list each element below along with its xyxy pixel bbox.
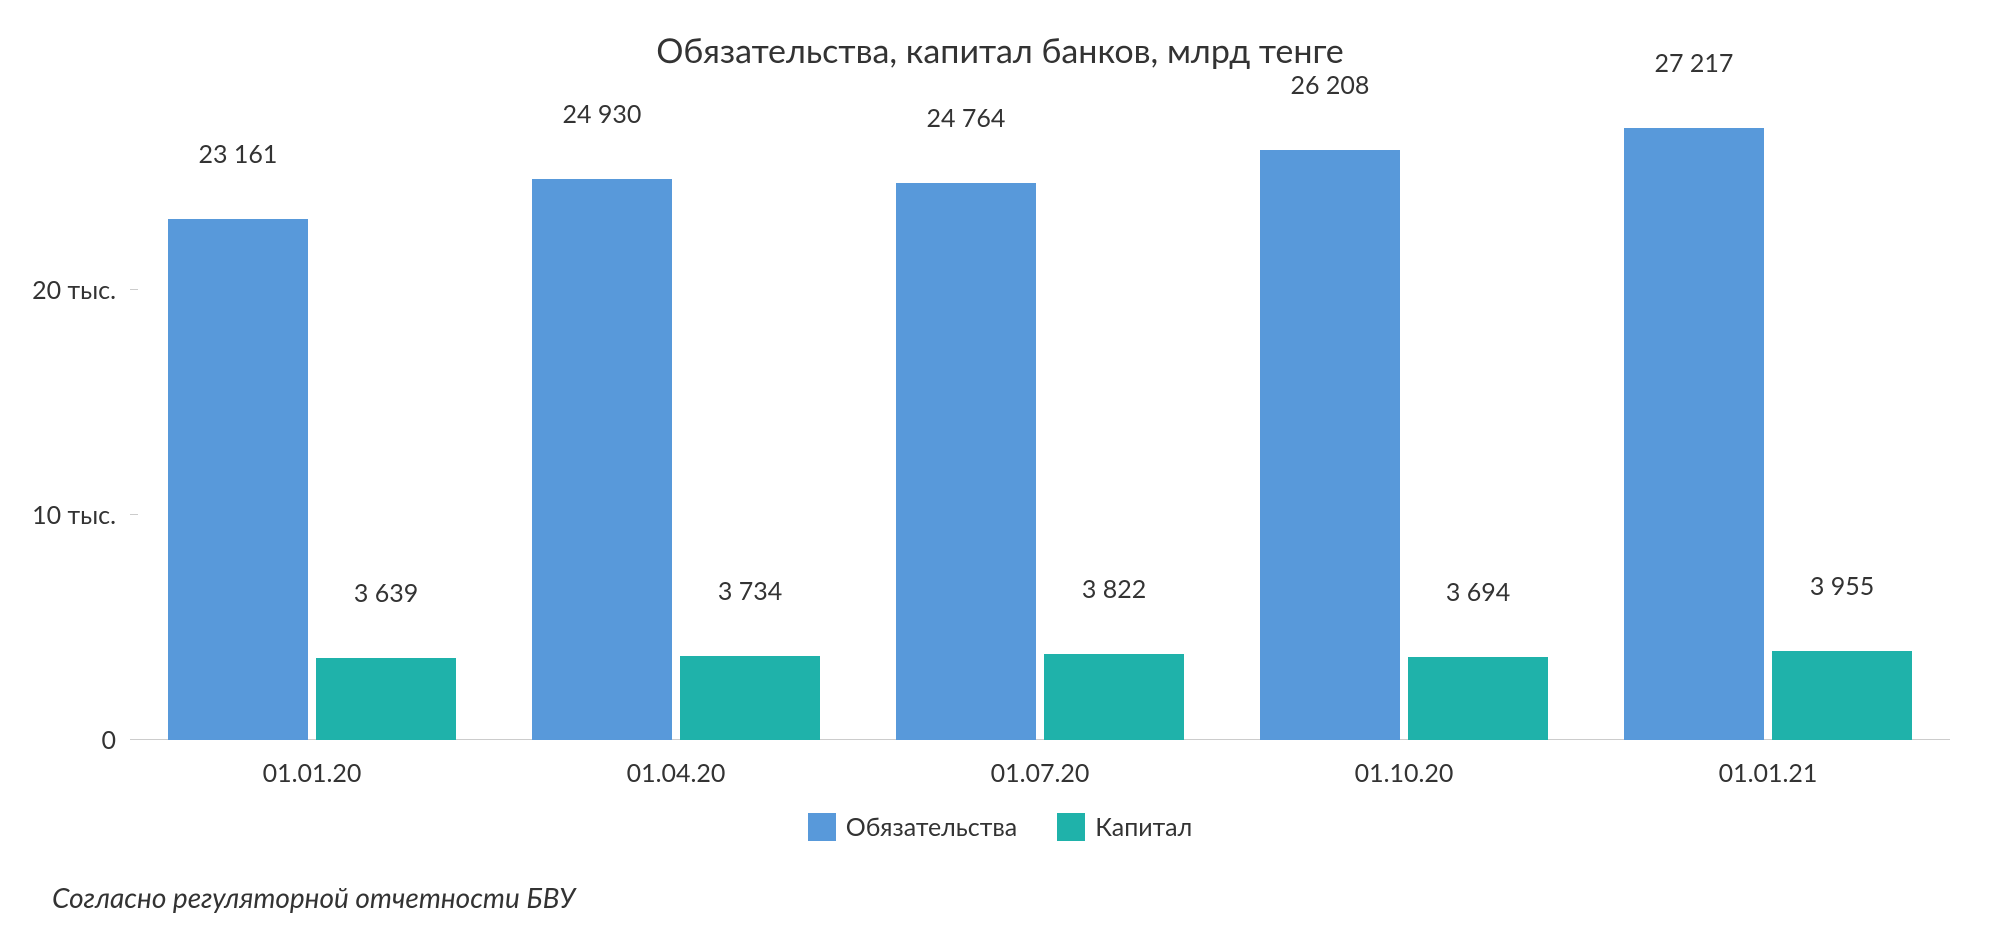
bar-value-label: 3 734 xyxy=(718,576,782,616)
y-axis-label: 20 тыс. xyxy=(32,275,130,305)
bar-value-label: 3 694 xyxy=(1446,577,1510,617)
bar-group: 24 9303 73401.04.20 xyxy=(494,110,858,740)
bar xyxy=(680,656,819,740)
x-axis-label: 01.04.20 xyxy=(627,740,726,788)
x-axis-label: 01.01.20 xyxy=(263,740,362,788)
legend-label: Обязательства xyxy=(846,812,1017,842)
bank-liabilities-capital-chart: Обязательства, капитал банков, млрд тенг… xyxy=(0,0,2000,946)
bar-value-label: 3 822 xyxy=(1082,574,1146,614)
bar-value-label: 3 639 xyxy=(354,578,418,618)
plot-area: 010 тыс.20 тыс.23 1613 63901.01.2024 930… xyxy=(130,110,1950,740)
bar xyxy=(1408,657,1547,740)
bar-value-label: 26 208 xyxy=(1291,70,1370,110)
bar-value-label: 27 217 xyxy=(1655,48,1734,88)
x-axis-label: 01.10.20 xyxy=(1355,740,1454,788)
chart-footnote: Согласно регуляторной отчетности БВУ xyxy=(52,880,576,914)
bar-group: 27 2173 95501.01.21 xyxy=(1586,110,1950,740)
legend-item: Обязательства xyxy=(808,812,1017,842)
bar-group: 26 2083 69401.10.20 xyxy=(1222,110,1586,740)
bar xyxy=(1772,651,1911,740)
bar-value-label: 3 955 xyxy=(1810,571,1874,611)
bar xyxy=(1624,128,1763,740)
bar xyxy=(1044,654,1183,740)
bar xyxy=(316,658,455,740)
legend-label: Капитал xyxy=(1095,812,1192,842)
legend: Обязательства Капитал xyxy=(0,812,2000,842)
bar xyxy=(168,219,307,740)
bar-group: 23 1613 63901.01.20 xyxy=(130,110,494,740)
bar-group: 24 7643 82201.07.20 xyxy=(858,110,1222,740)
bar xyxy=(1260,150,1399,740)
x-axis-label: 01.01.21 xyxy=(1719,740,1818,788)
legend-swatch xyxy=(808,813,836,841)
bar xyxy=(896,183,1035,740)
legend-item: Капитал xyxy=(1057,812,1192,842)
x-axis-label: 01.07.20 xyxy=(991,740,1090,788)
bar-value-label: 23 161 xyxy=(199,139,278,179)
bar-value-label: 24 930 xyxy=(563,99,642,139)
y-axis-label: 0 xyxy=(101,725,130,755)
bar-value-label: 24 764 xyxy=(927,103,1006,143)
legend-swatch xyxy=(1057,813,1085,841)
y-axis-label: 10 тыс. xyxy=(32,500,130,530)
bar xyxy=(532,179,671,740)
